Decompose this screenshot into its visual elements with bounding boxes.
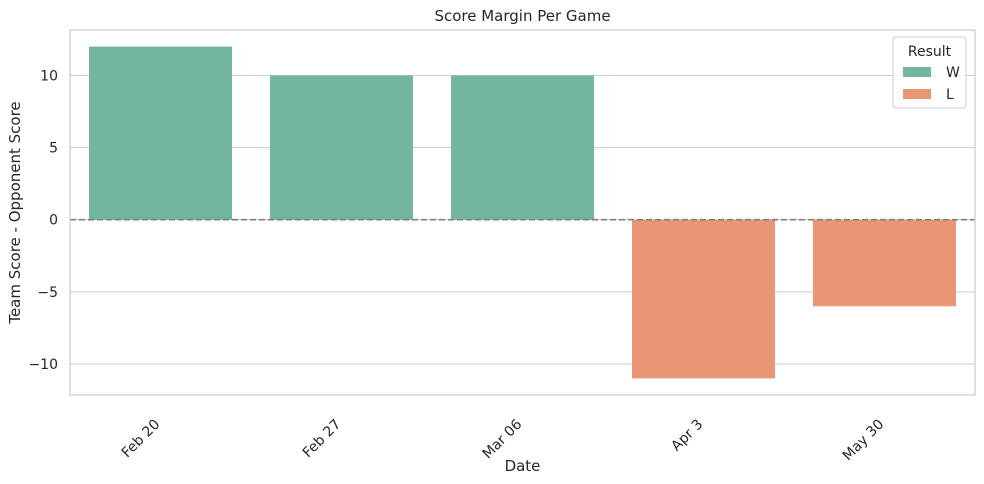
x-axis-label: Date bbox=[505, 457, 541, 475]
x-tick-label: Apr 3 bbox=[668, 417, 706, 455]
y-tick-label: −10 bbox=[28, 357, 58, 373]
bars-layer bbox=[89, 46, 956, 379]
legend-swatch-w bbox=[903, 67, 931, 77]
bar-apr-3 bbox=[632, 219, 775, 379]
y-ticks: −10 −5 0 5 10 bbox=[28, 68, 58, 373]
bar-mar-06 bbox=[451, 75, 594, 220]
x-ticks: Feb 20 Feb 27 Mar 06 Apr 3 May 30 bbox=[119, 416, 888, 464]
legend: Result WL bbox=[892, 36, 967, 109]
legend-label-w: W bbox=[946, 65, 960, 81]
x-tick-label: Feb 20 bbox=[119, 417, 164, 462]
bar-feb-20 bbox=[89, 46, 232, 220]
y-tick-label: −5 bbox=[37, 285, 58, 301]
y-axis-label: Team Score - Opponent Score bbox=[6, 101, 24, 324]
legend-title: Result bbox=[908, 44, 952, 60]
x-tick-label: Feb 27 bbox=[300, 417, 345, 462]
bar-may-30 bbox=[813, 219, 956, 307]
x-tick-label: May 30 bbox=[840, 417, 888, 465]
legend-entries: WL bbox=[903, 65, 960, 103]
bar-feb-27 bbox=[270, 75, 413, 220]
legend-label-l: L bbox=[946, 87, 954, 103]
y-tick-label: 10 bbox=[40, 68, 58, 84]
legend-swatch-l bbox=[903, 89, 931, 99]
y-tick-label: 5 bbox=[49, 141, 58, 157]
plot-frame bbox=[69, 29, 976, 396]
x-tick-label: Mar 06 bbox=[480, 416, 526, 462]
chart-title: Score Margin Per Game bbox=[434, 7, 610, 25]
y-tick-label: 0 bbox=[49, 213, 58, 229]
